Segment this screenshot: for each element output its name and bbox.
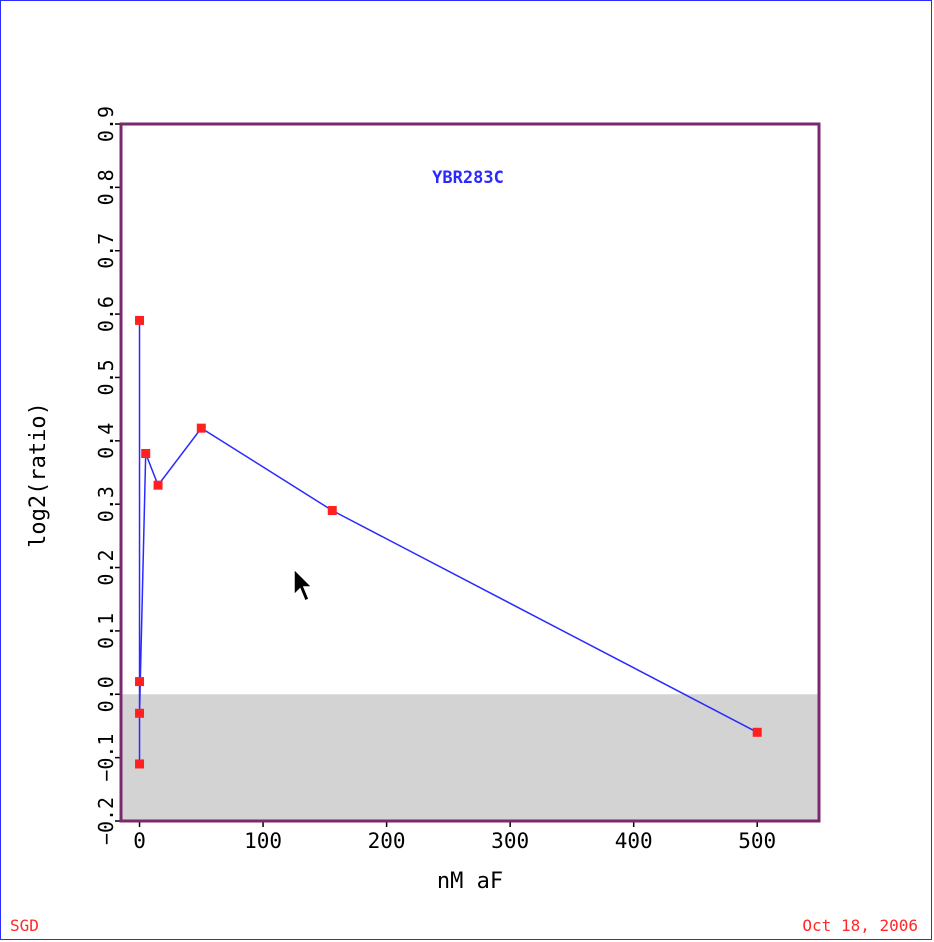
- plot-area-border: [119, 122, 821, 823]
- y-tick-label: −0.1: [94, 734, 118, 782]
- y-tick-label: −0.2: [94, 797, 118, 845]
- shade-rect: [121, 694, 819, 821]
- y-tick-label: 0.7: [94, 233, 118, 269]
- x-tick-label: 0: [133, 829, 146, 853]
- y-tick-label: 0.5: [94, 359, 118, 395]
- y-tick-labels: −0.2 −0.1 0.0 0.1 0.2 0.3 0.4 0.5 0.6 0.7 0.8 0.9: [94, 106, 118, 845]
- x-tick-label: 500: [738, 829, 776, 853]
- y-tick-label: 0.8: [94, 169, 118, 205]
- data-point-marker: [327, 506, 337, 516]
- x-tick-label: 100: [244, 829, 282, 853]
- y-tick-label: 0.9: [94, 106, 118, 142]
- x-tick-label: 200: [368, 829, 406, 853]
- data-point-marker: [141, 448, 151, 458]
- data-point-marker: [135, 677, 145, 687]
- x-tick-labels: 0 100 200 300 400 500: [133, 829, 776, 853]
- y-tick-label: 0.6: [94, 296, 118, 332]
- y-tick-label: 0.3: [94, 486, 118, 522]
- negative-region-shade: [121, 694, 819, 821]
- data-point-marker: [752, 727, 762, 737]
- x-tick-label: 300: [491, 829, 529, 853]
- y-tick-label: 0.2: [94, 549, 118, 585]
- y-axis-label: log2(ratio): [26, 402, 51, 548]
- data-point-marker: [153, 480, 163, 490]
- mouse-cursor-icon: [293, 568, 314, 603]
- y-tick-label: 0.4: [94, 423, 118, 459]
- data-point-marker: [135, 759, 145, 769]
- series-layer: [135, 315, 762, 769]
- y-tick-label: 0.0: [94, 676, 118, 712]
- footer-date: Oct 18, 2006: [802, 916, 918, 935]
- y-tick-label: 0.1: [94, 613, 118, 649]
- data-point-marker: [196, 423, 206, 433]
- data-point-marker: [135, 708, 145, 718]
- x-axis-label: nM aF: [437, 869, 503, 894]
- chart-title: YBR283C: [432, 168, 504, 188]
- x-tick-label: 400: [615, 829, 653, 853]
- data-point-marker: [135, 315, 145, 325]
- footer-source: SGD: [10, 916, 39, 935]
